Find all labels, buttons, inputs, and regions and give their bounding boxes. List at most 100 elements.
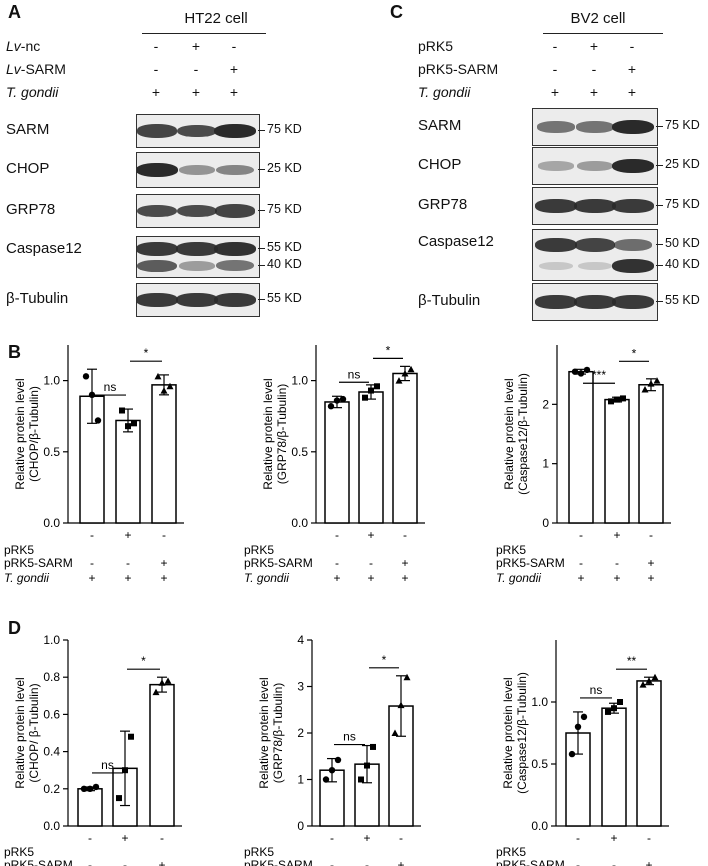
protein-band — [214, 204, 256, 218]
treatment-sign: - — [330, 858, 334, 866]
treatment-label: Lv-nc — [6, 38, 41, 54]
y-tick-label: 1 — [542, 457, 549, 471]
panel-letter-d: D — [8, 618, 21, 638]
treatment-label: pRK5-SARM — [496, 858, 565, 866]
y-tick-label: 1 — [297, 773, 304, 787]
protein-label: Caspase12 — [6, 240, 82, 257]
data-point — [608, 398, 614, 405]
protein-band — [538, 161, 574, 171]
marker-tick — [258, 264, 265, 266]
treatment-sign: + — [88, 571, 95, 585]
bar-chart: 0 1 2 Relative protein level (Caspase12/β-Tu… — [496, 345, 671, 585]
treatment-label: pRK5-SARM — [418, 61, 499, 77]
treatment-sign: - — [579, 528, 583, 542]
marker-tick — [258, 210, 265, 211]
protein-band — [214, 124, 256, 138]
data-point — [358, 776, 364, 783]
data-point — [647, 380, 655, 387]
panel-letter-b: B — [8, 342, 21, 362]
size-marker: 55 KD — [665, 293, 700, 307]
data-point — [362, 394, 368, 401]
treatment-sign: + — [229, 84, 239, 100]
treatment-label: pRK5-SARM — [244, 556, 313, 570]
bar-chart: 0.0 0.5 1.0 Relative protein level (GRP78/β-… — [244, 343, 425, 585]
blot-image — [532, 229, 658, 281]
data-point — [580, 713, 588, 721]
data-point — [571, 368, 579, 375]
cell-title: BV2 cell — [570, 10, 626, 27]
protein-band — [137, 204, 178, 218]
blot-image — [136, 194, 260, 228]
protein-band — [535, 295, 577, 309]
protein-band — [178, 260, 216, 271]
treatment-sign: + — [401, 571, 408, 585]
size-marker: 75 KD — [267, 122, 302, 136]
y-tick-label: 4 — [297, 633, 304, 647]
data-point — [374, 383, 380, 390]
protein-band — [574, 199, 616, 213]
y-tick-label: 1.0 — [43, 633, 60, 647]
protein-label: SARM — [418, 117, 462, 134]
treatment-sign: + — [367, 571, 374, 585]
treatment-sign: - — [365, 858, 369, 866]
protein-label: GRP78 — [418, 196, 468, 213]
protein-band — [575, 121, 615, 133]
data-point — [339, 395, 347, 403]
y-tick-label: 0.6 — [43, 707, 60, 721]
protein-band — [576, 161, 614, 171]
protein-band — [216, 164, 254, 176]
size-marker: 55 KD — [267, 240, 302, 254]
protein-band — [574, 295, 616, 309]
protein-band — [535, 199, 577, 213]
panel-letter-a: A — [8, 2, 21, 22]
data-point — [368, 387, 374, 394]
treatment-label: pRK5 — [4, 845, 34, 859]
significance-label: * — [141, 654, 146, 668]
marker-tick — [656, 126, 663, 127]
treatment-sign: + — [613, 528, 620, 542]
treatment-sign: - — [90, 528, 94, 542]
bar — [358, 391, 384, 524]
y-tick-label: 0.0 — [43, 516, 60, 530]
treatment-sign: - — [335, 556, 339, 570]
data-point — [125, 423, 131, 430]
y-axis-label: (CHOP/ β-Tubulin) — [27, 683, 41, 782]
data-point — [574, 723, 582, 730]
blot-image — [136, 152, 260, 188]
treatment-sign: + — [589, 84, 599, 100]
treatment-sign: - — [162, 528, 166, 542]
data-point — [395, 377, 403, 384]
y-tick-label: 1.0 — [43, 374, 60, 388]
bar-chart: 0 1 2 3 4 Relative protein level (GRP78/β-Tubu… — [244, 633, 421, 866]
protein-label: CHOP — [418, 156, 462, 173]
size-marker: 40 KD — [267, 256, 302, 271]
data-point — [88, 391, 96, 399]
treatment-sign: + — [124, 528, 131, 542]
data-point — [577, 370, 585, 377]
data-point — [80, 785, 88, 792]
y-axis-label: (GRP78/β-Tubulin) — [275, 384, 289, 485]
protein-label: β-Tubulin — [6, 290, 69, 307]
blot-image — [136, 114, 260, 148]
data-point — [641, 386, 649, 393]
treatment-sign: + — [363, 831, 370, 845]
treatment-label: pRK5-SARM — [4, 556, 73, 570]
protein-label: Caspase12 — [418, 233, 494, 250]
y-tick-label: 3 — [297, 680, 304, 694]
blot-image — [532, 108, 658, 146]
size-marker: 40 KD — [665, 257, 700, 271]
treatment-sign: - — [160, 831, 164, 845]
bar-chart: 0.0 0.2 0.4 0.6 0.8 1.0 Relative protein level… — [4, 633, 182, 866]
protein-band — [535, 238, 577, 252]
y-axis-label: (CHOP/β-Tubulin) — [27, 386, 41, 482]
protein-band — [176, 124, 218, 138]
data-point — [166, 382, 174, 390]
y-tick-label: 2 — [297, 726, 304, 740]
data-point — [614, 396, 620, 403]
data-point — [86, 785, 94, 792]
y-tick-label: 0.5 — [43, 445, 60, 459]
treatment-sign: - — [231, 38, 237, 54]
marker-tick — [656, 301, 663, 302]
y-tick-label: 2 — [542, 397, 549, 411]
y-tick-label: 1.0 — [531, 695, 548, 709]
